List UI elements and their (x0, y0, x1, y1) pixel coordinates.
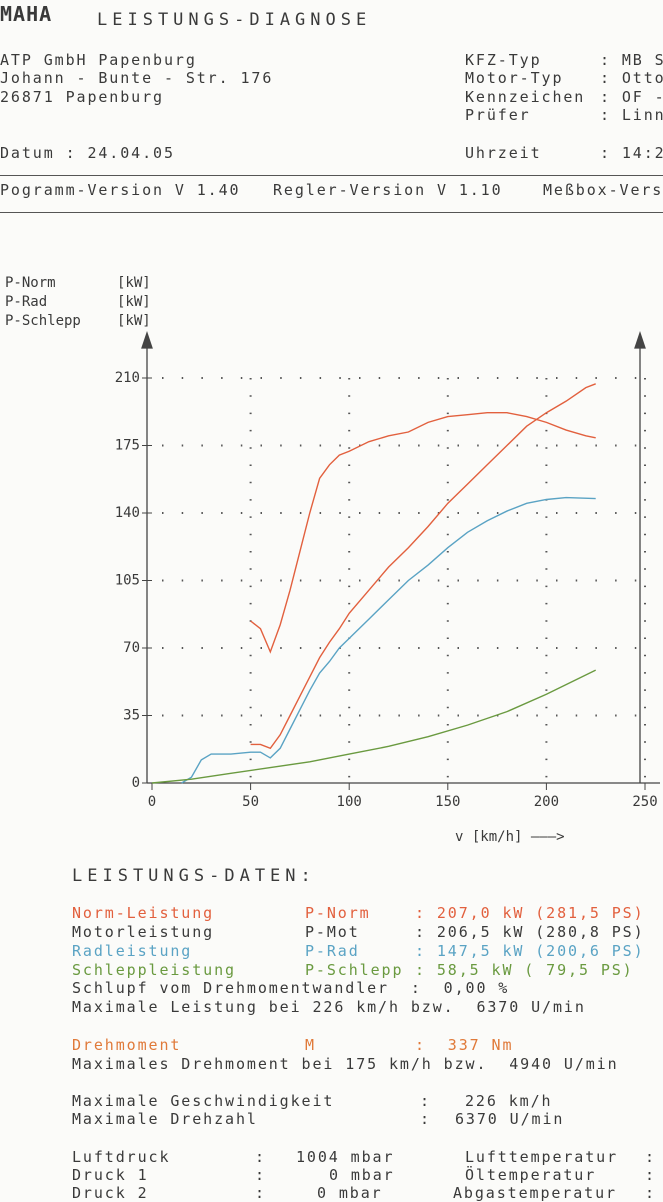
power-symbol: P-Rad (305, 942, 360, 960)
legend-name: P-Norm (5, 275, 56, 291)
legend-unit: [kW] (117, 275, 151, 291)
x-tick-label: 100 (337, 794, 362, 810)
info-label: Motor-Typ (465, 69, 564, 87)
chart: v [km/h] ———> 0 35 70 105 140 175 210 0 50 100 150… (5, 275, 660, 845)
title: LEISTUNGS-DIAGNOSE (97, 10, 372, 30)
x-tick-label: 50 (242, 794, 259, 810)
legend-name: P-Schlepp (5, 313, 81, 329)
max-label: Maximale Geschwindigkeit (72, 1092, 335, 1110)
power-label: Norm-Leistung (72, 904, 215, 922)
max-label: Maximale Drehzahl (72, 1110, 258, 1128)
x-tick-label: 250 (632, 794, 657, 810)
max-power: Maximale Leistung bei 226 km/h bzw. 6370… (72, 998, 586, 1016)
env-label: Abgastemperatur (453, 1184, 617, 1202)
power-value: : 207,0 kW (281,5 PS) (415, 904, 645, 922)
info-label: KFZ-Typ (465, 51, 542, 69)
env-label: Öltemperatur (465, 1166, 597, 1184)
y-tick-label: 140 (115, 505, 140, 521)
info-value: : OF - (600, 88, 663, 106)
info-value: : 14:2 (600, 144, 663, 162)
power-value: : 58,5 kW ( 79,5 PS) (415, 961, 634, 979)
env-value: 0 mbar (329, 1166, 395, 1184)
x-tick-label: 150 (435, 794, 460, 810)
y-tick-label: 35 (123, 708, 140, 724)
torque-symbol: M (305, 1036, 316, 1054)
address: Johann - Bunte - Str. 176 (0, 69, 274, 87)
slip: Schlupf vom Drehmomentwandler : 0,00 % (72, 979, 510, 997)
power-label: Motorleistung (72, 923, 215, 941)
x-tick-label: 0 (148, 794, 156, 810)
x-tick-label: 200 (534, 794, 559, 810)
env-label: Druck 2 (72, 1184, 149, 1202)
colon: : (255, 1148, 266, 1166)
legend-unit: [kW] (117, 294, 151, 310)
address: ATP GmbH Papenburg (0, 51, 197, 69)
max-torque: Maximales Drehmoment bei 175 km/h bzw. 4… (72, 1055, 619, 1073)
y-tick-label: 105 (115, 573, 140, 589)
rule (0, 212, 663, 213)
colon: : (645, 1148, 656, 1166)
power-label: Schleppleistung (72, 961, 236, 979)
power-symbol: P-Norm (305, 904, 371, 922)
address: 26871 Papenburg (0, 88, 164, 106)
power-value: : 206,5 kW (280,8 PS) (415, 923, 645, 941)
info-value: : MB S (600, 51, 663, 69)
y-tick-label: 70 (123, 640, 140, 656)
axes (141, 330, 660, 784)
date: Datum : 24.04.05 (0, 144, 175, 162)
y-tick-label: 175 (115, 438, 140, 454)
colon: : (420, 1092, 431, 1110)
env-label: Druck 1 (72, 1166, 149, 1184)
max-value: 226 km/h (465, 1092, 553, 1110)
colon: : (420, 1110, 431, 1128)
section-title: LEISTUNGS-DATEN: (72, 866, 316, 886)
power-symbol: P-Mot (305, 923, 360, 941)
rule (0, 175, 663, 176)
info-label: Kennzeichen (465, 88, 586, 106)
series-line (250, 412, 596, 654)
y-tick-label: 210 (115, 370, 140, 386)
env-value: 1004 mbar (296, 1148, 395, 1166)
power-label: Radleistung (72, 942, 193, 960)
legend-name: P-Rad (5, 294, 47, 310)
env-value: 0 mbar (317, 1184, 383, 1202)
info-value: : Linn (600, 106, 663, 124)
legend-unit: [kW] (117, 313, 151, 329)
version: Meßbox-Vers (543, 181, 663, 199)
logo: MAHA (0, 2, 53, 26)
colon: : (645, 1166, 656, 1184)
info-value: : Otto (600, 69, 663, 87)
power-value: : 147,5 kW (200,6 PS) (415, 942, 645, 960)
y-tick-label: 0 (132, 775, 140, 791)
colon: : (255, 1184, 266, 1202)
version: Regler-Version V 1.10 (273, 181, 503, 199)
version: Pogramm-Version V 1.40 (0, 181, 241, 199)
env-label: Luftdruck (72, 1148, 171, 1166)
x-axis-label: v [km/h] ———> (455, 829, 565, 845)
info-label: Uhrzeit (465, 144, 542, 162)
series-line (181, 496, 596, 784)
info-label: Prüfer (465, 106, 531, 124)
series-line (250, 383, 596, 750)
colon: : (255, 1166, 266, 1184)
torque-label: Drehmoment (72, 1036, 182, 1054)
colon: : (645, 1184, 656, 1202)
power-symbol: P-Schlepp (305, 961, 404, 979)
torque-value: : 337 Nm (415, 1036, 514, 1054)
env-label: Lufttemperatur (465, 1148, 619, 1166)
series-line (151, 669, 597, 784)
max-value: 6370 U/min (455, 1110, 565, 1128)
